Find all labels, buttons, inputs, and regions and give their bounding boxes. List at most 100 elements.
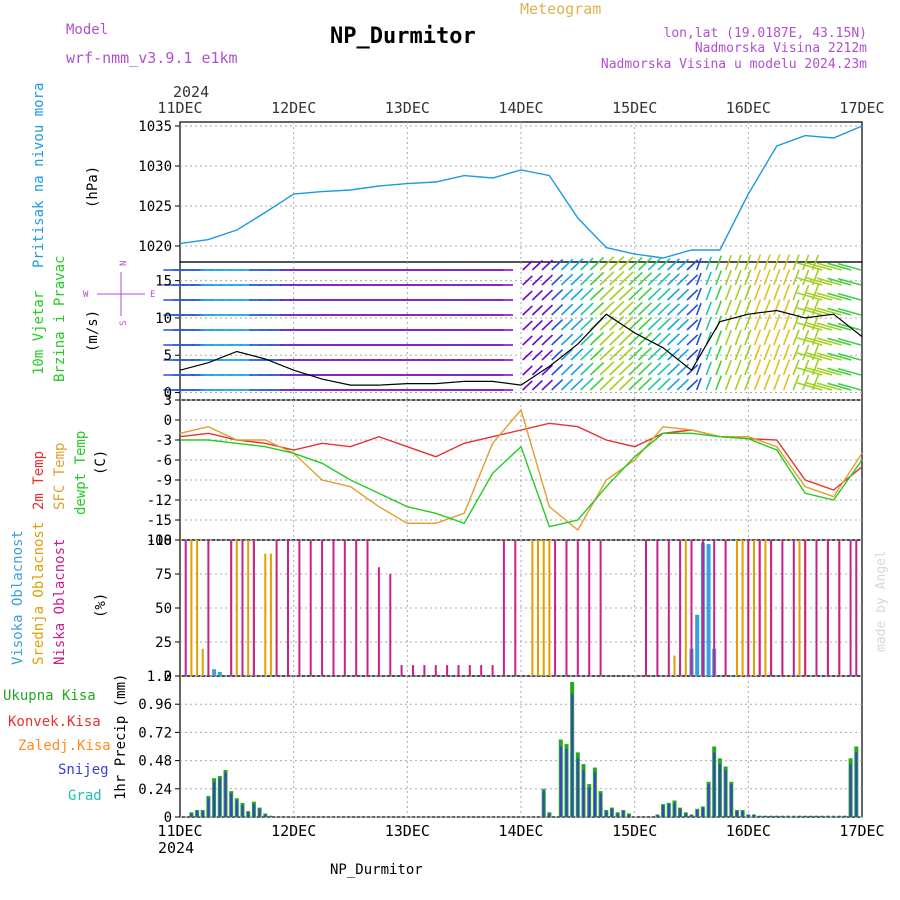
wind-arrow [676,303,690,316]
wind-arrow [715,360,723,376]
precip-snow-bar [730,784,733,817]
cloud-mid-bar [548,540,551,676]
y-tick-label: -18 [147,533,172,549]
wind-arrow [734,344,742,361]
cloud-mid-bar [247,540,250,676]
cloud-low-bar [656,540,659,676]
wind-arrow [782,269,791,286]
wind-arrow [551,319,564,331]
wind-arrow [647,362,662,376]
year-label-top: 2024 [173,83,209,101]
x-tick-label-bottom: 13DEC [385,822,430,840]
wind-arrow [796,262,823,271]
cloud-low-bar [480,665,483,676]
wind-arrow [802,359,810,376]
wind-arrow [763,374,771,391]
y-tick-label: 0 [164,386,172,402]
y-tick-label: 3 [164,393,172,409]
wind-arrow [647,272,662,286]
precip-snow-bar [264,814,267,817]
precip-snow-bar [798,815,801,817]
x-tick-label-bottom: 14DEC [498,822,543,840]
wind-arrow [560,258,574,271]
wind-arrow [647,317,662,331]
y-tick-label: -15 [147,513,172,529]
precip-snow-bar [628,814,630,817]
cloud-mid-bar [196,540,199,676]
wind-arrow [599,256,615,271]
cloud-low-bar [298,540,301,676]
y-tick-label: 1035 [138,119,172,135]
cloud-unit-label: (%) [93,593,109,618]
wind-arrow [647,287,662,301]
wind-arrow [541,379,554,391]
wind-arrow [734,374,742,391]
wind-arrow [734,314,742,331]
wind-arrow [753,269,762,286]
wind-arrow [744,359,752,376]
wind-arrow [657,332,671,346]
precip-snow-bar [656,814,659,817]
wind-arrow [551,274,564,286]
cloud-low-bar [332,540,335,676]
wind-arrow [782,314,791,331]
wind-arrow [744,254,752,271]
cloud-mid-bar [269,553,272,676]
wind-arrow [734,329,742,346]
wind-arrow [724,329,732,346]
compass-north: N [119,261,129,266]
wind-arrow [773,329,781,346]
precip-snow-bar [849,764,852,817]
compass-south: S [119,321,129,326]
wind-arrow [686,304,699,316]
cloud-low-bar [849,540,852,676]
cloud-low-bar [412,665,414,676]
wind-arrow [773,254,781,271]
cloud-low-bar [446,665,449,676]
wind-arrow [695,347,702,361]
wind-arrow [837,352,862,361]
wind-arrow [763,344,771,361]
cloud-low-bar [815,540,818,676]
cloud-low-bar [343,540,346,676]
wind-arrow [599,331,615,346]
wind-arrow [792,374,800,391]
y-tick-label: 1030 [138,159,172,175]
wind-arrow [827,277,852,286]
wind-arrow [837,262,862,271]
wind-arrow [560,318,574,331]
wind-arrow [796,382,823,391]
wind-arrow [599,286,615,301]
wind-arrow [796,292,823,301]
wind-arrow [657,347,671,361]
wind-arrow [773,344,781,361]
wind-arrow [715,285,723,301]
wind-arrow [806,307,833,316]
precip-snow-bar [542,791,545,817]
wind-side-label-1: 10m Vjetar [31,291,47,375]
wind-arrow [715,345,723,361]
wind-arrow [792,344,800,361]
wind-arrow [802,269,810,286]
precip-snow-bar [588,787,591,817]
wind-arrow [715,330,723,346]
wind-arrow [816,277,842,286]
wind-arrow [560,288,574,301]
wind-arrow [782,329,791,346]
location-label: lon,lat (19.0187E, 43.15N) [664,26,868,41]
cloud-mid-bar [537,540,539,676]
compass-west: W [83,290,89,300]
wind-unit-label: (m/s) [85,310,101,352]
wind-arrow [806,277,833,286]
wind-arrow [667,288,680,301]
wind-arrow [589,301,605,316]
wind-arrow [541,364,554,376]
wind-arrow [676,258,690,271]
x-tick-label-top: 13DEC [385,99,430,117]
precip-snow-bar [667,804,670,817]
wind-arrow [724,284,732,301]
precip-unit-label: 1hr Precip (mm) [113,674,129,800]
wind-arrow [724,314,732,331]
wind-arrow [763,329,771,346]
wind-arrow [734,269,742,286]
